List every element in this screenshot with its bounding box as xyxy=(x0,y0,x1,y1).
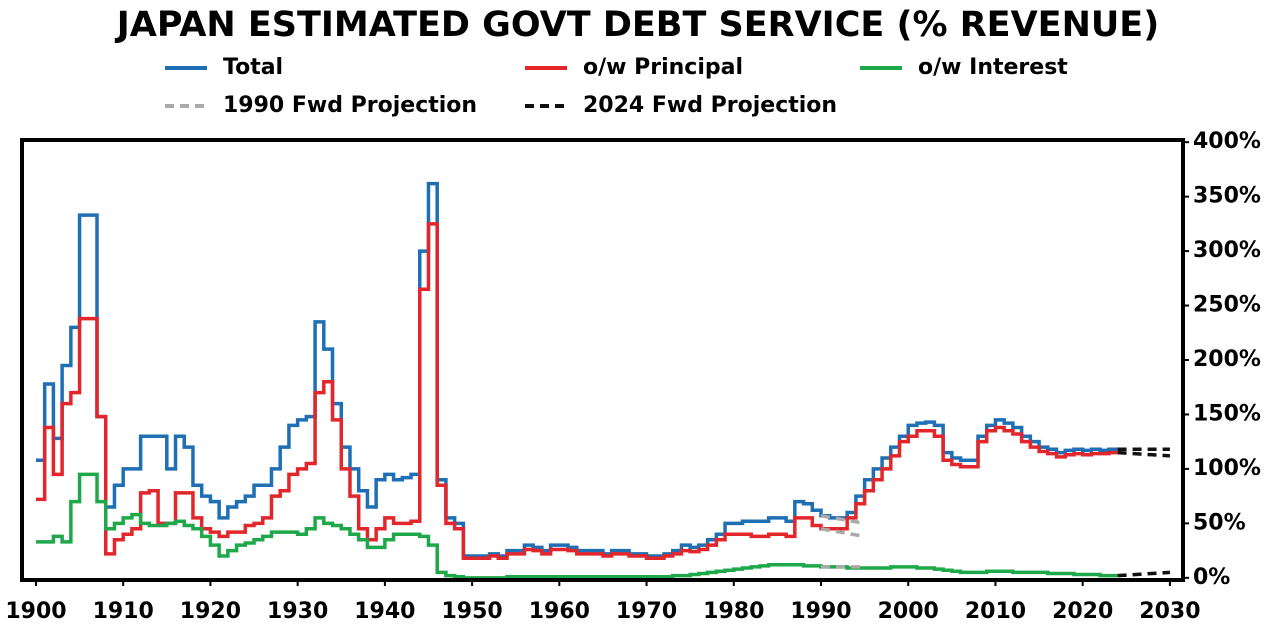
x-tick-label: 2020 xyxy=(1052,599,1113,624)
x-tick-label: 2030 xyxy=(1139,599,1200,624)
legend-label: o/w Principal xyxy=(583,55,743,80)
x-tick-label: 2000 xyxy=(878,599,939,624)
y-tick-label: 200% xyxy=(1193,347,1261,372)
y-tick-label: 300% xyxy=(1193,238,1261,263)
projection-line xyxy=(820,514,865,526)
y-tick-label: 0% xyxy=(1193,565,1230,590)
legend-label: Total xyxy=(223,55,283,80)
plot-frame xyxy=(20,138,1185,582)
x-tick-label: 1960 xyxy=(529,599,590,624)
x-tick-label: 1920 xyxy=(180,599,241,624)
y-tick-label: 150% xyxy=(1193,401,1261,426)
x-tick-label: 1990 xyxy=(790,599,851,624)
chart-title: JAPAN ESTIMATED GOVT DEBT SERVICE (% REV… xyxy=(115,5,1159,45)
x-tick-label: 1910 xyxy=(93,599,154,624)
projection-line xyxy=(820,527,865,539)
x-tick-label: 1950 xyxy=(441,599,502,624)
series-line xyxy=(35,472,1118,580)
y-tick-label: 400% xyxy=(1193,129,1261,154)
y-tick-label: 50% xyxy=(1193,510,1246,535)
x-tick-label: 1940 xyxy=(354,599,415,624)
y-tick-label: 100% xyxy=(1193,456,1261,481)
series-line xyxy=(35,181,1118,558)
y-tick-label: 350% xyxy=(1193,184,1261,209)
legend-label: o/w Interest xyxy=(918,55,1068,80)
x-tick-label: 1980 xyxy=(703,599,764,624)
projection-line xyxy=(1117,450,1171,458)
x-tick-label: 1930 xyxy=(267,599,328,624)
x-tick-label: 2010 xyxy=(965,599,1026,624)
y-tick-label: 250% xyxy=(1193,293,1261,318)
projection-line xyxy=(1117,570,1171,578)
x-tick-label: 1900 xyxy=(5,599,66,624)
legend-label: 2024 Fwd Projection xyxy=(583,93,837,118)
legend-label: 1990 Fwd Projection xyxy=(223,93,477,118)
x-tick-label: 1970 xyxy=(616,599,677,624)
series-line xyxy=(35,222,1118,560)
